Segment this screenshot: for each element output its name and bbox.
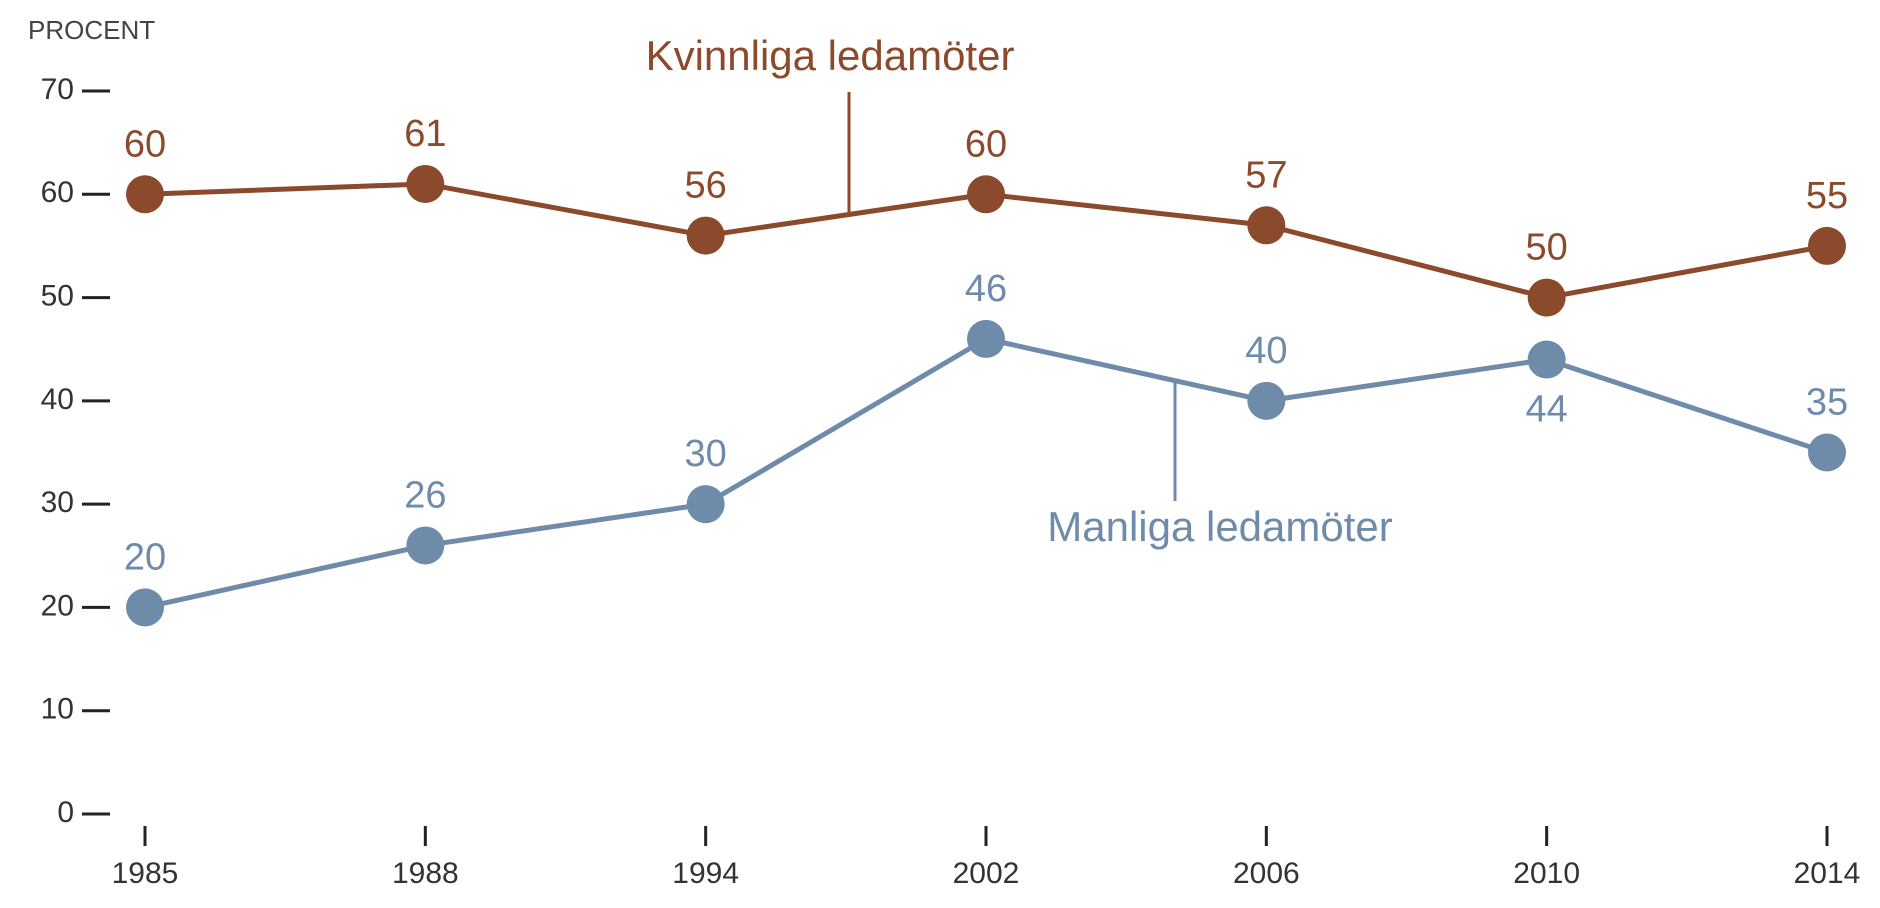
point [967,319,1005,358]
point [406,526,445,565]
y-tick-label: 70 [41,73,74,106]
point [126,175,164,214]
data-label: 60 [124,123,166,165]
point [1527,340,1566,379]
x-tick-label: 1994 [672,857,739,890]
x-tick-label: 1985 [112,857,179,890]
y-tick-label: 20 [41,589,74,622]
x-tick-label: 2002 [953,857,1020,890]
point [1247,206,1286,245]
y-tick-label: 0 [57,796,74,829]
data-label: 56 [685,165,727,207]
point [967,175,1005,214]
data-label: 30 [685,433,727,475]
y-tick-label: 50 [41,279,74,312]
series-name: Manliga ledamöter [1047,503,1393,550]
point [686,216,725,255]
data-label: 35 [1806,382,1848,424]
x-tick-label: 2010 [1513,857,1580,890]
point [406,164,445,203]
point [686,485,725,524]
data-label: 55 [1806,175,1848,217]
data-label: 60 [965,123,1007,165]
x-tick-label: 2006 [1233,857,1300,890]
x-tick-label: 1988 [392,857,459,890]
point [1808,433,1846,472]
data-label: 40 [1245,330,1287,372]
data-label: 50 [1526,227,1568,269]
y-tick-label: 10 [41,693,74,726]
point [126,588,164,627]
data-label: 20 [124,536,166,578]
data-label: 61 [404,113,446,155]
point [1247,381,1286,420]
y-tick-label: 40 [41,383,74,416]
y-tick-label: 60 [41,176,74,209]
point [1527,278,1566,317]
y-tick-label: 30 [41,486,74,519]
data-label: 57 [1245,154,1287,196]
data-label: 46 [965,268,1007,310]
point [1808,226,1846,265]
data-label: 26 [404,474,446,516]
data-label: 44 [1526,389,1568,431]
x-tick-label: 2014 [1794,857,1861,890]
y-axis-label: PROCENT [28,15,155,45]
series-line [144,336,1828,610]
series-name: Kvinnliga ledamöter [646,32,1015,79]
